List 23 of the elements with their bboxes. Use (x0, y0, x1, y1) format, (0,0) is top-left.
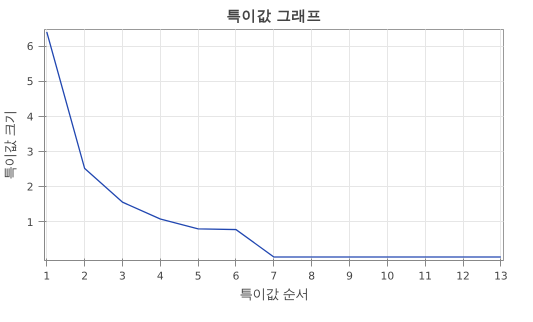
y-tick-label: 6 (26, 40, 34, 54)
y-axis-title: 특이값 크기 (4, 110, 19, 180)
y-tick-label: 3 (26, 146, 34, 159)
x-tick-label: 10 (380, 270, 394, 282)
x-tick-label: 7 (270, 270, 278, 282)
x-tick-label: 1 (43, 270, 50, 282)
y-tick-label: 4 (26, 110, 34, 124)
x-tick-label: 12 (456, 270, 470, 282)
y-tick-label: 2 (26, 180, 34, 194)
line-series (46, 31, 502, 258)
x-tick-label: 9 (346, 270, 354, 282)
x-tick-label: 5 (194, 270, 202, 282)
x-tick-label: 6 (232, 270, 240, 282)
x-tick-label: 4 (156, 270, 164, 282)
x-tick-label: 11 (418, 270, 432, 282)
x-tick-label: 2 (81, 270, 88, 282)
chart-title: 특이값 그래프 (226, 8, 322, 24)
x-tick-label: 3 (119, 270, 126, 282)
y-tick-label: 5 (26, 75, 34, 88)
x-tick-label: 8 (308, 270, 316, 282)
x-tick-label: 13 (494, 270, 508, 282)
y-tick-label: 1 (26, 216, 34, 229)
x-axis-title: 특이값 순서 (239, 288, 309, 302)
